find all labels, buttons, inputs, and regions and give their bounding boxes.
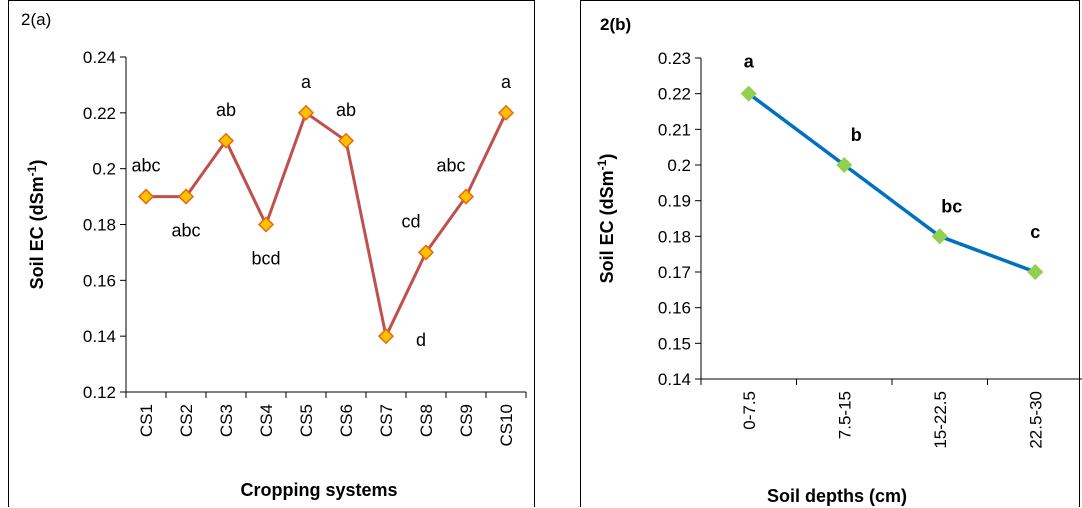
y-tick-label: 0.24: [83, 48, 116, 67]
y-tick-label: 0.17: [658, 263, 691, 282]
x-axis-title: Cropping systems: [240, 480, 397, 500]
data-label: c: [1030, 222, 1040, 242]
y-tick-label: 0.21: [658, 120, 691, 139]
y-axis-title-close: ): [597, 154, 617, 160]
data-label: b: [851, 125, 862, 145]
y-axis-title-main: Soil EC (dSm: [27, 176, 47, 289]
x-tick-label: CS10: [497, 404, 516, 447]
y-axis-title-sup: -1: [25, 165, 39, 176]
data-label: abc: [436, 156, 465, 176]
y-tick-label: 0.22: [83, 104, 116, 123]
data-label: bcd: [251, 249, 280, 269]
data-point-marker: [297, 104, 315, 121]
series-line: [146, 111, 508, 338]
data-label: a: [501, 72, 512, 92]
data-label: a: [301, 72, 312, 92]
x-tick-label: 0-7.5: [740, 391, 759, 430]
x-tick-label: 15-22.5: [931, 391, 950, 449]
y-tick-label: 0.23: [658, 49, 691, 68]
series-line: [747, 92, 1036, 274]
data-label: d: [416, 330, 426, 350]
data-point-marker: [217, 132, 235, 149]
y-tick-label: 0.15: [658, 334, 691, 353]
y-axis-title-sup: -1: [595, 159, 609, 170]
x-tick-label: CS2: [177, 404, 196, 437]
data-point-marker: [497, 104, 515, 121]
x-tick-label: CS5: [297, 404, 316, 437]
y-axis-title: Soil EC (dSm-1): [595, 154, 617, 284]
data-label: ab: [216, 100, 236, 120]
x-tick-label: CS8: [417, 404, 436, 437]
y-tick-label: 0.2: [92, 160, 116, 179]
y-tick-label: 0.19: [658, 192, 691, 211]
y-axis-title: Soil EC (dSm-1): [25, 160, 47, 290]
y-tick-label: 0.14: [83, 327, 116, 346]
x-tick-label: CS7: [377, 404, 396, 437]
data-label: ab: [336, 100, 356, 120]
data-point-marker: [836, 156, 853, 174]
chart-panel-a: 2(a) 0.12 0.14 0.16 0.18 0.2 0.22 0.24 CS1 CS2 CS3…: [8, 0, 535, 507]
y-axis-title-close: ): [27, 160, 47, 166]
data-point-marker: [740, 85, 757, 102]
y-tick-label: 0.16: [658, 299, 691, 318]
data-label: bc: [941, 196, 962, 216]
x-tick-label: CS9: [457, 404, 476, 437]
data-label: abc: [171, 221, 200, 241]
data-point-marker: [931, 228, 948, 245]
panel-label: 2(b): [600, 15, 631, 34]
x-tick-label: 7.5-15: [835, 391, 854, 439]
data-label: cd: [401, 211, 420, 231]
y-axis-title-main: Soil EC (dSm: [597, 170, 617, 283]
chart-a-svg: 2(a) 0.12 0.14 0.16 0.18 0.2 0.22 0.24 CS1 CS2 CS3…: [21, 10, 527, 500]
data-point-marker: [457, 188, 475, 205]
data-point-marker: [257, 216, 275, 233]
y-tick-label: 0.18: [658, 227, 691, 246]
y-tick-label: 0.22: [658, 85, 691, 104]
y-tick-label: 0.12: [83, 383, 116, 402]
data-point-marker: [337, 132, 355, 149]
data-point-marker: [1027, 263, 1044, 281]
data-point-marker: [177, 188, 195, 205]
data-label: a: [744, 52, 755, 72]
y-tick-label: 0.14: [658, 370, 691, 389]
x-tick-label: CS1: [137, 404, 156, 437]
panel-label: 2(a): [21, 10, 51, 29]
chart-panel-b: 2(b) 0.14 0.15 0.16 0.17 0.18 0.19 0.2 0.21 0.22 0…: [580, 0, 1082, 507]
data-point-marker: [417, 244, 435, 261]
data-label: abc: [131, 156, 160, 176]
x-axis-title: Soil depths (cm): [767, 486, 907, 506]
y-tick-label: 0.16: [83, 271, 116, 290]
data-point-marker: [137, 188, 155, 205]
x-tick-label: 22.5-30: [1026, 391, 1045, 449]
x-tick-label: CS4: [257, 404, 276, 437]
y-tick-label: 0.18: [83, 216, 116, 235]
chart-b-svg: 2(b) 0.14 0.15 0.16 0.17 0.18 0.19 0.2 0.21 0.22 0…: [595, 15, 1082, 506]
data-point-marker: [377, 328, 395, 345]
y-tick-label: 0.2: [667, 156, 691, 175]
x-tick-label: CS3: [217, 404, 236, 437]
x-tick-label: CS6: [337, 404, 356, 437]
